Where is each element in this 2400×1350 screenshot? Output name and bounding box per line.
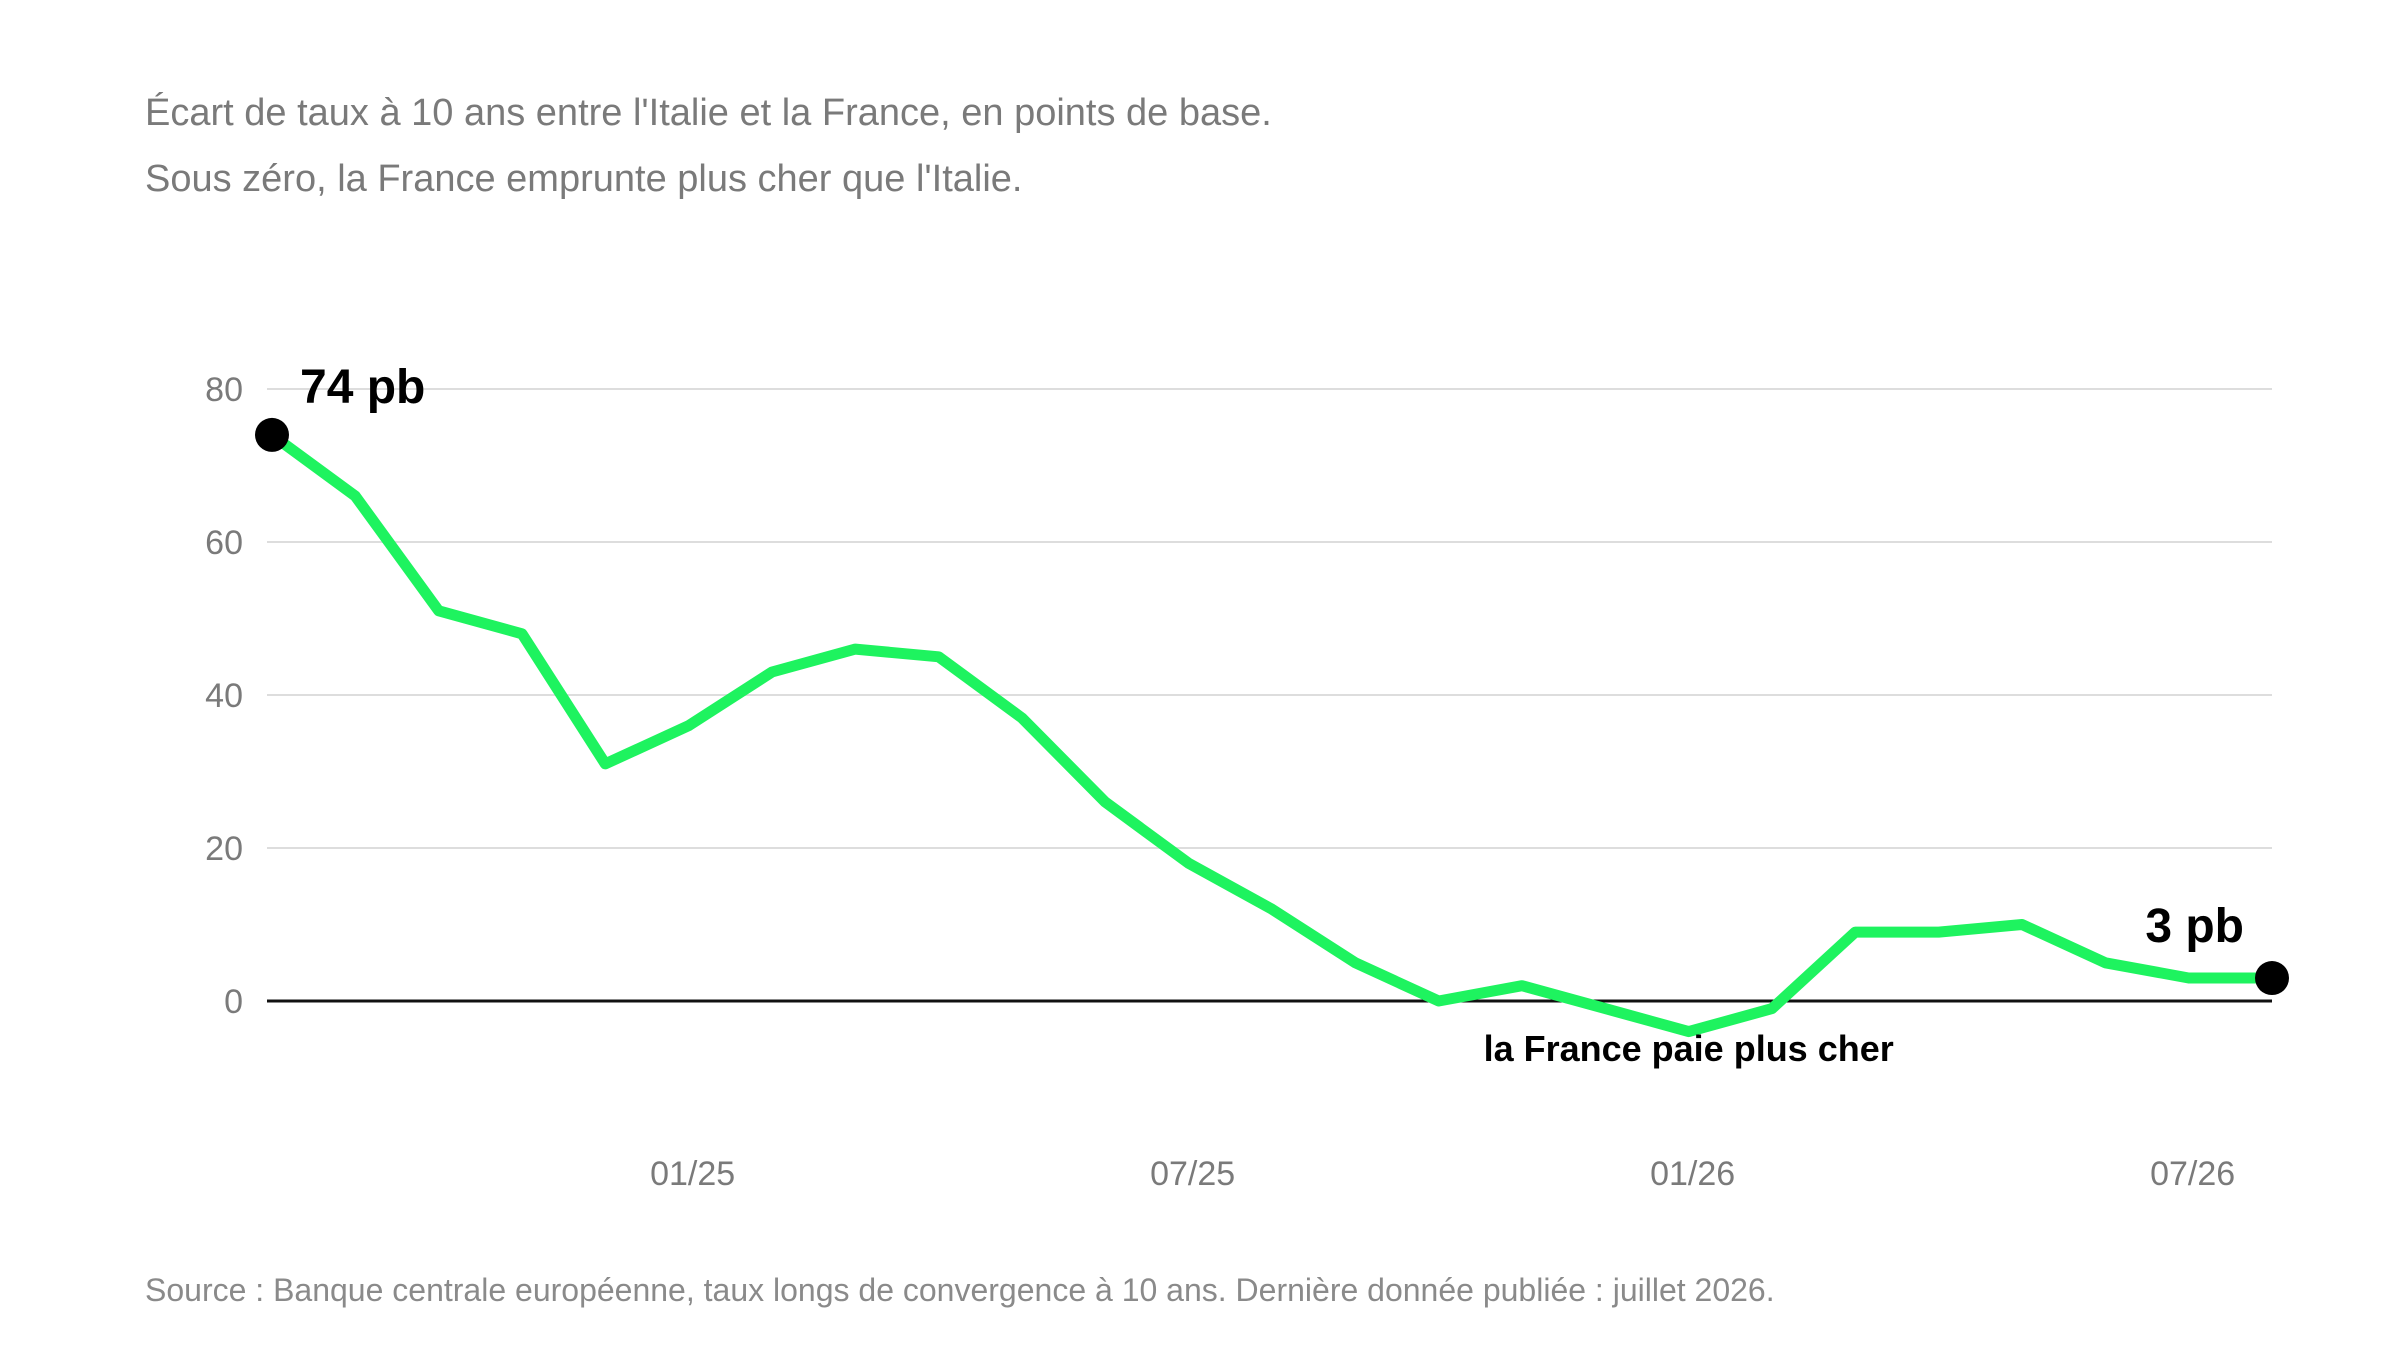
x-axis-ticks: 01/25 07/25 01/26 07/26 bbox=[650, 1155, 2235, 1193]
y-axis-ticks: 0 20 40 60 80 bbox=[205, 371, 243, 1021]
y-tick-label-20: 20 bbox=[205, 830, 243, 868]
y-tick-label-0: 0 bbox=[224, 983, 243, 1021]
source-note: Source : Banque centrale européenne, tau… bbox=[145, 1272, 1775, 1308]
x-tick-label-07-25: 07/25 bbox=[1150, 1155, 1235, 1193]
x-tick-label-07-26: 07/26 bbox=[2150, 1155, 2235, 1193]
grid-lines bbox=[267, 388, 2272, 849]
x-tick-label-01-26: 01/26 bbox=[1650, 1155, 1735, 1193]
y-tick-label-40: 40 bbox=[205, 677, 243, 715]
start-point-marker bbox=[255, 417, 289, 452]
start-value-label: 74 pb bbox=[300, 361, 425, 414]
chart-subtitle-line-1: Écart de taux à 10 ans entre l'Italie et… bbox=[145, 92, 1272, 134]
y-tick-label-60: 60 bbox=[205, 524, 243, 562]
spread-series-line bbox=[266, 429, 2278, 1038]
end-value-label: 3 pb bbox=[2145, 900, 2244, 953]
negative-zone-annotation: la France paie plus cher bbox=[1484, 1028, 1894, 1069]
x-tick-label-01-25: 01/25 bbox=[650, 1155, 735, 1193]
y-tick-label-80: 80 bbox=[205, 371, 243, 409]
end-point-marker bbox=[2255, 961, 2289, 996]
chart-subtitle-line-2: Sous zéro, la France emprunte plus cher … bbox=[145, 158, 1023, 200]
